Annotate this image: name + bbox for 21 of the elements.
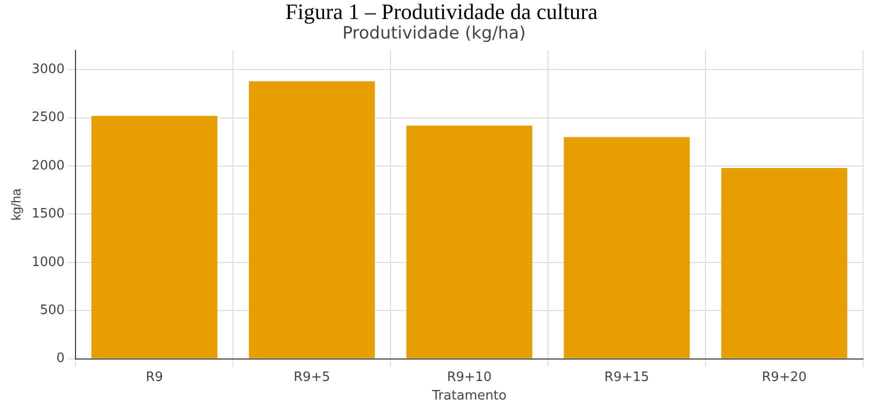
y-axis-title: kg/ha [8,188,24,221]
bar [248,81,375,358]
bar [564,137,690,358]
x-tick-label: R9+10 [446,370,492,385]
bar [91,116,218,358]
y-tick-label: 1000 [32,254,65,270]
x-axis-title: Tratamento [431,388,507,404]
y-tick-label: 500 [40,302,65,318]
y-tick-label: 3000 [32,62,65,78]
bar [721,168,848,358]
y-tick-label: 0 [56,351,65,366]
y-tick-label: 2500 [32,110,65,126]
x-tick-label: R9+15 [604,370,650,385]
x-tick-label: R9+20 [762,370,807,385]
chart-title: Produtividade (kg/ha) [342,24,526,44]
bar [406,126,532,358]
y-tick-label: 2000 [32,158,65,174]
y-tick-label: 1500 [32,206,65,222]
x-tick-label: R9+5 [294,370,330,385]
text: Figura 1 – Produtividade da cultura [284,0,599,24]
x-tick-label: R9 [146,370,164,385]
